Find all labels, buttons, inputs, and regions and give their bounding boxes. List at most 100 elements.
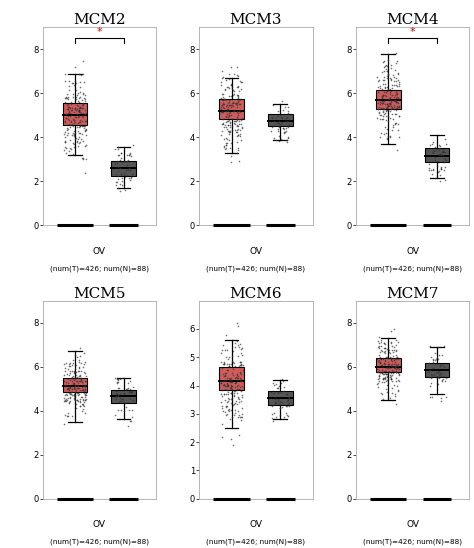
Point: [218, 398, 225, 407]
Point: [73, 105, 81, 113]
Point: [71, 373, 79, 382]
Point: [225, 95, 232, 104]
Point: [427, 379, 434, 387]
Point: [114, 166, 121, 175]
Point: [70, 132, 78, 140]
Point: [72, 399, 80, 408]
Point: [425, 368, 432, 376]
Point: [384, 112, 392, 121]
Point: [274, 388, 282, 397]
Point: [435, 149, 443, 158]
Point: [238, 78, 246, 87]
Point: [228, 395, 235, 403]
Point: [237, 375, 245, 384]
Point: [278, 402, 285, 411]
Point: [381, 359, 388, 368]
Point: [62, 110, 70, 118]
Point: [395, 111, 403, 120]
Point: [388, 353, 395, 362]
Point: [81, 126, 89, 135]
Point: [380, 105, 388, 113]
Point: [82, 109, 90, 118]
Point: [221, 372, 229, 381]
Point: [81, 142, 89, 151]
Point: [279, 376, 286, 385]
Point: [117, 170, 125, 179]
Point: [230, 86, 237, 95]
Point: [374, 105, 382, 113]
Point: [390, 105, 398, 113]
Point: [390, 380, 397, 389]
Point: [229, 370, 237, 379]
Point: [379, 92, 387, 101]
Point: [111, 392, 118, 401]
Point: [386, 85, 394, 94]
Point: [63, 396, 70, 405]
Point: [388, 376, 395, 385]
Point: [238, 124, 246, 133]
Point: [224, 387, 232, 396]
Point: [219, 102, 227, 111]
Point: [395, 80, 402, 89]
Point: [79, 396, 87, 404]
Point: [380, 370, 388, 379]
Point: [82, 91, 89, 100]
Point: [78, 407, 86, 415]
Point: [221, 376, 228, 385]
Point: [381, 339, 388, 347]
Point: [268, 413, 275, 422]
Point: [383, 369, 390, 378]
Point: [114, 406, 122, 414]
Point: [125, 155, 132, 164]
Point: [80, 77, 88, 86]
Point: [378, 99, 385, 107]
Point: [128, 169, 135, 178]
Point: [61, 70, 69, 78]
Point: [374, 105, 382, 113]
Point: [224, 406, 232, 414]
Point: [436, 167, 443, 175]
Point: [377, 111, 384, 119]
Point: [441, 147, 449, 156]
Point: [395, 80, 402, 89]
Point: [64, 124, 72, 133]
Point: [269, 101, 277, 110]
Point: [388, 389, 396, 397]
Point: [71, 128, 79, 137]
Point: [232, 378, 240, 386]
Point: [277, 379, 285, 387]
Point: [69, 79, 77, 88]
Point: [429, 364, 437, 373]
Point: [235, 406, 242, 415]
Point: [392, 353, 400, 362]
Point: [386, 100, 393, 109]
Point: [392, 341, 399, 350]
Point: [64, 385, 71, 393]
Point: [118, 395, 126, 404]
Point: [231, 117, 238, 125]
Point: [381, 84, 389, 93]
Point: [116, 393, 124, 402]
Point: [70, 80, 78, 89]
Point: [428, 147, 436, 156]
Point: [221, 381, 228, 390]
Point: [73, 122, 81, 131]
Point: [224, 398, 231, 407]
Point: [386, 93, 393, 101]
Point: [378, 99, 385, 107]
Point: [391, 390, 399, 398]
Point: [221, 85, 229, 94]
Point: [66, 394, 74, 403]
Point: [75, 94, 83, 102]
Point: [378, 92, 386, 101]
Point: [114, 184, 121, 192]
Point: [61, 360, 68, 369]
Point: [383, 363, 391, 372]
Point: [233, 106, 240, 115]
Point: [113, 180, 120, 189]
Point: [395, 78, 402, 87]
Point: [280, 124, 288, 133]
Point: [65, 385, 73, 394]
Point: [395, 111, 403, 120]
Point: [383, 387, 391, 396]
